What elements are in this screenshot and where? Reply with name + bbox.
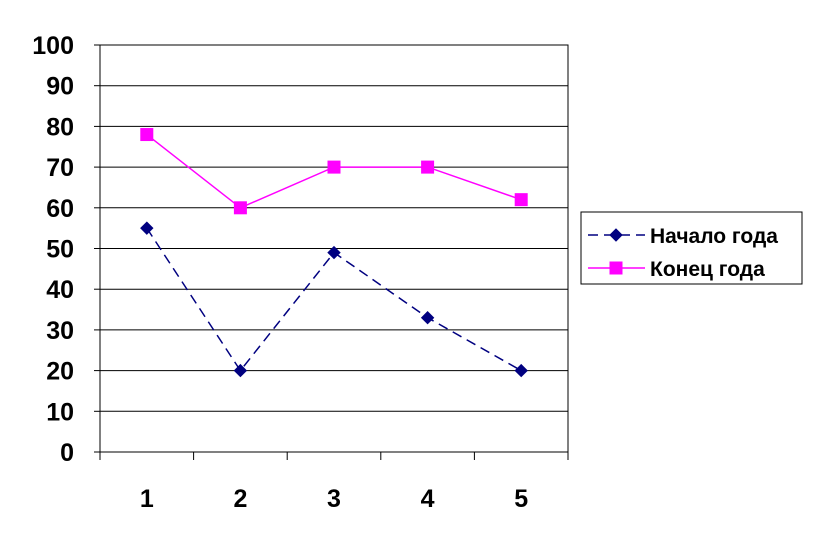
y-tick-label: 90 (46, 73, 74, 101)
data-point (421, 160, 435, 174)
series-1 (140, 221, 528, 378)
legend-marker (609, 261, 623, 275)
series-lines (140, 128, 528, 378)
x-axis-tick-labels: 1 2 3 4 5 (140, 485, 528, 513)
y-axis-tick-labels: 0 10 20 30 40 50 60 70 80 90 100 (32, 32, 74, 467)
legend-label: Начало года (650, 225, 778, 248)
legend-label: Конец года (650, 258, 765, 281)
x-tick-label: 2 (233, 485, 247, 513)
y-tick-label: 80 (46, 113, 74, 141)
x-tick-label: 1 (140, 485, 154, 513)
y-tick-label: 20 (46, 358, 74, 386)
series-2 (140, 128, 528, 215)
y-tick-label: 30 (46, 317, 74, 345)
data-point (327, 160, 341, 174)
data-point (140, 128, 154, 142)
data-point (327, 245, 341, 260)
y-tick-label: 100 (32, 32, 74, 60)
data-point (233, 201, 247, 215)
data-point (140, 221, 154, 235)
x-tick-label: 4 (421, 485, 435, 513)
legend-marker (609, 228, 623, 242)
axes (94, 44, 569, 460)
gridlines (100, 44, 568, 412)
y-tick-label: 60 (46, 195, 74, 223)
y-tick-label: 70 (46, 154, 74, 182)
data-point (233, 363, 248, 378)
data-point (420, 310, 435, 325)
y-tick-label: 40 (46, 276, 74, 304)
y-tick-label: 10 (46, 398, 74, 426)
x-tick-label: 3 (327, 485, 341, 513)
x-tick-label: 5 (514, 485, 528, 513)
data-point (514, 363, 528, 378)
legend: Начало года Конец года (580, 211, 803, 285)
y-tick-label: 50 (46, 236, 74, 264)
y-tick-label: 0 (60, 439, 74, 467)
data-point (514, 193, 528, 207)
